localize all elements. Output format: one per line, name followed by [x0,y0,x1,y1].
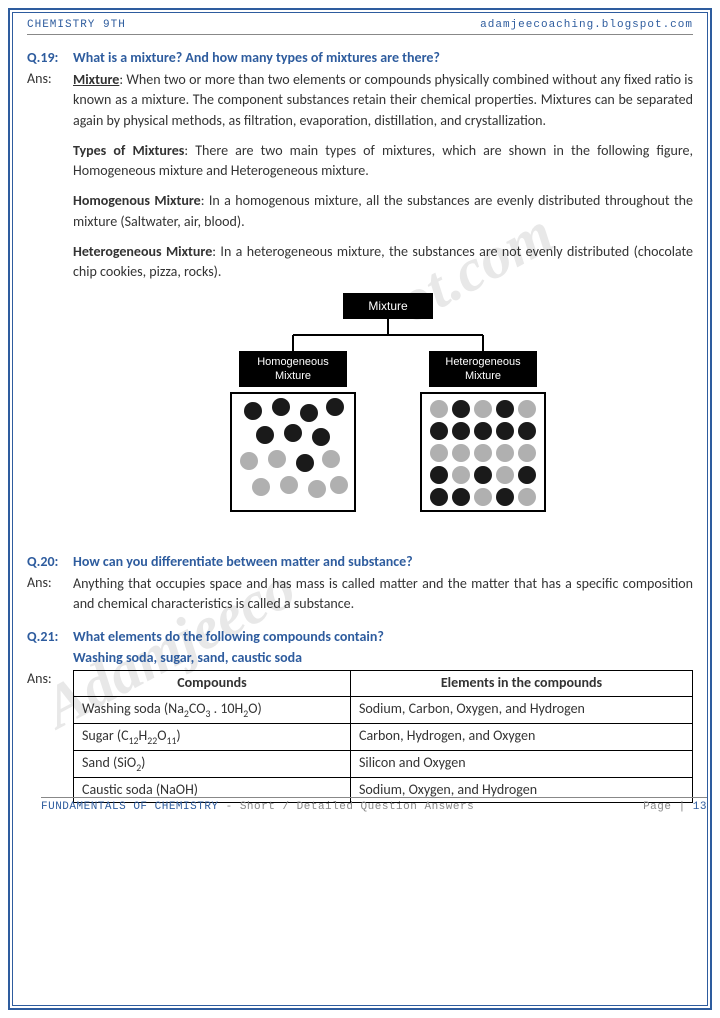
header-right: adamjeecoaching.blogspot.com [480,19,693,31]
footer-left: FUNDAMENTALS OF CHEMISTRY - Short / Deta… [41,801,474,813]
compounds-table: Compounds Elements in the compounds Wash… [73,670,693,803]
q-text: How can you differentiate between matter… [73,553,693,570]
question-19: Q.19: What is a mixture? And how many ty… [27,49,693,66]
elements-cell: Carbon, Hydrogen, and Oxygen [350,723,692,750]
header-left: CHEMISTRY 9TH [27,19,126,31]
diagram-svg: Mixture Homogeneous Mixture Heterogeneous Mi… [203,293,563,533]
svg-text:Homogeneous: Homogeneous [257,356,329,368]
compound-cell: Washing soda (Na2CO3 . 10H2O) [74,696,351,723]
footer-page: Page | 13 [643,801,707,813]
answer-19: Ans: Mixture: When two or more than two … [27,70,693,547]
compound-cell: Sugar (C12H22O11) [74,723,351,750]
svg-text:Mixture: Mixture [465,370,501,382]
q-text: What elements do the following compounds… [73,628,693,666]
ans-label: Ans: [27,70,67,547]
svg-text:Heterogeneous: Heterogeneous [445,356,521,368]
table-row: Sugar (C12H22O11)Carbon, Hydrogen, and O… [74,723,693,750]
ans-label: Ans: [27,670,67,803]
table-row: Washing soda (Na2CO3 . 10H2O)Sodium, Car… [74,696,693,723]
compound-cell: Sand (SiO2) [74,750,351,777]
svg-text:Mixture: Mixture [368,299,408,313]
table-header: Elements in the compounds [350,671,692,696]
table-header: Compounds [74,671,351,696]
q-number: Q.20: [27,553,67,570]
question-20: Q.20: How can you differentiate between … [27,553,693,570]
elements-cell: Silicon and Oxygen [350,750,692,777]
q-text: What is a mixture? And how many types of… [73,49,693,66]
ans-body: Compounds Elements in the compounds Wash… [73,670,693,803]
question-21: Q.21: What elements do the following com… [27,628,693,666]
ans-body: Mixture: When two or more than two eleme… [73,70,693,547]
answer-20: Ans: Anything that occupies space and ha… [27,574,693,615]
mixture-diagram: Mixture Homogeneous Mixture Heterogeneous Mi… [73,293,693,533]
ans-label: Ans: [27,574,67,615]
elements-cell: Sodium, Carbon, Oxygen, and Hydrogen [350,696,692,723]
ans-body: Anything that occupies space and has mas… [73,574,693,615]
svg-text:Mixture: Mixture [275,370,311,382]
page-footer: FUNDAMENTALS OF CHEMISTRY - Short / Deta… [41,797,707,813]
q-number: Q.21: [27,628,67,666]
table-row: Sand (SiO2)Silicon and Oxygen [74,750,693,777]
q-number: Q.19: [27,49,67,66]
page-header: CHEMISTRY 9TH adamjeecoaching.blogspot.c… [27,19,693,35]
answer-21: Ans: Compounds Elements in the compounds… [27,670,693,803]
